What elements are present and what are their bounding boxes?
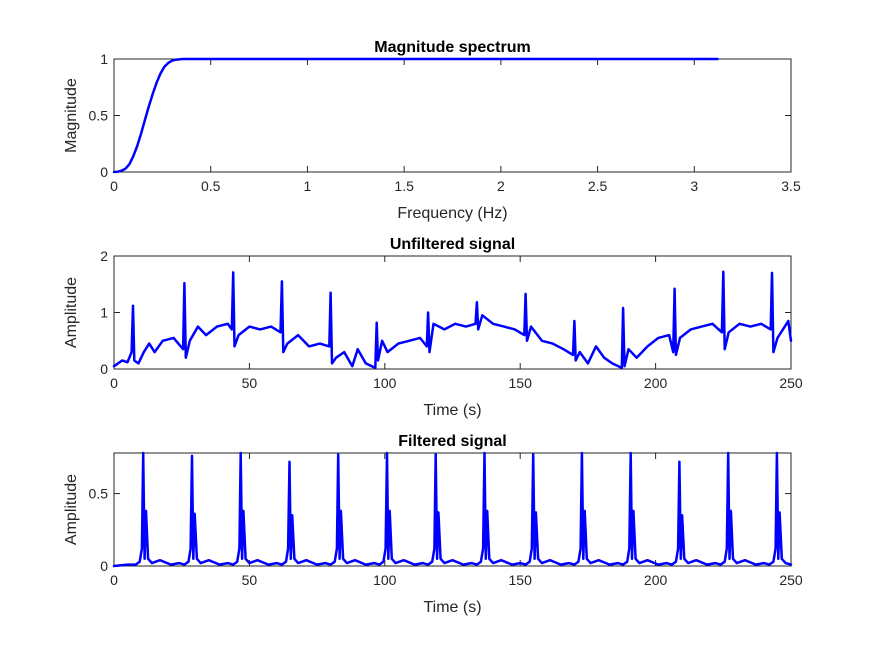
x-tick-label: 1 [304, 178, 312, 194]
y-tick-label: 2 [100, 248, 108, 264]
x-tick-label: 250 [779, 375, 803, 391]
x-axis-label: Time (s) [423, 402, 481, 419]
x-tick-label: 200 [644, 375, 668, 391]
axes-frame-filtered [113, 452, 792, 567]
series-line-unfiltered [112, 270, 793, 370]
axes-frame-spectrum [113, 58, 792, 173]
x-tick-label: 3.5 [781, 178, 801, 194]
x-tick-label: 0 [110, 375, 118, 391]
x-tick-label: 0 [110, 178, 118, 194]
x-tick-label: 150 [509, 572, 533, 588]
x-tick-label: 150 [509, 375, 533, 391]
x-tick-label: 3 [690, 178, 698, 194]
chart-title: Filtered signal [398, 433, 506, 450]
x-tick-label: 100 [373, 375, 397, 391]
y-tick-label: 1 [100, 51, 108, 67]
y-tick-label: 0 [100, 361, 108, 377]
y-axis-label: Magnitude [63, 78, 80, 153]
axes-frame-unfiltered [113, 255, 792, 370]
x-tick-label: 2.5 [588, 178, 608, 194]
chart-title: Magnitude spectrum [374, 39, 530, 56]
x-tick-label: 50 [242, 375, 258, 391]
subplot-spectrum: 0 0.5 1 1.5 2 2.5 3 3.5 0 0.5 1 Magnitude spectrum F… [63, 39, 801, 222]
y-axis-label: Amplitude [63, 277, 80, 348]
x-axis-label: Time (s) [423, 599, 481, 616]
y-tick-label: 1 [100, 305, 108, 321]
x-tick-label: 100 [373, 572, 397, 588]
y-tick-label: 0 [100, 558, 108, 574]
x-tick-label: 200 [644, 572, 668, 588]
y-axis-label: Amplitude [63, 474, 80, 545]
y-tick-label: 0.5 [89, 486, 109, 502]
y-tick-label: 0 [100, 164, 108, 180]
x-tick-label: 0 [110, 572, 118, 588]
x-tick-label: 2 [497, 178, 505, 194]
x-tick-label: 0.5 [201, 178, 221, 194]
subplot-unfiltered: 0 50 100 150 200 250 0 1 2 Unfiltered signal Time … [63, 236, 803, 419]
x-tick-label: 250 [779, 572, 803, 588]
x-axis-label: Frequency (Hz) [397, 205, 507, 222]
chart-title: Unfiltered signal [390, 236, 515, 253]
series-line-spectrum [112, 57, 719, 174]
series-line-filtered [112, 451, 793, 568]
subplot-filtered: 0 50 100 150 200 250 0 0.5 Filtered signal Time (… [63, 433, 803, 616]
x-tick-label: 1.5 [394, 178, 414, 194]
x-tick-label: 50 [242, 572, 258, 588]
y-tick-label: 0.5 [89, 108, 109, 124]
